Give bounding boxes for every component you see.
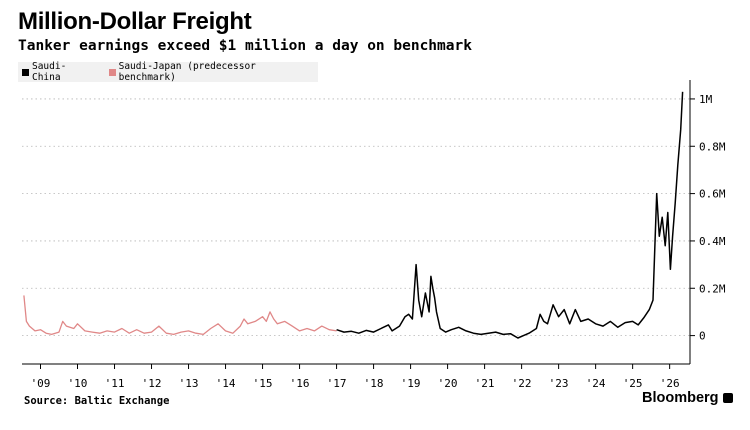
- x-tick-label-14: '23: [549, 377, 569, 390]
- bloomberg-terminal-icon: [722, 393, 733, 403]
- legend-label-saudi-japan: Saudi-Japan (predecessor benchmark): [118, 61, 256, 83]
- legend: Saudi-China Saudi-Japan (predecessor ben…: [18, 61, 318, 83]
- chart-subtitle: Tanker earnings exceed $1 million a day …: [18, 38, 472, 54]
- x-tick-label-10: '19: [401, 377, 421, 390]
- legend-item-saudi-japan: Saudi-Japan (predecessor benchmark): [105, 61, 318, 83]
- x-tick-label-5: '14: [216, 377, 236, 390]
- legend-label-saudi-china: Saudi-China: [31, 61, 67, 83]
- y-tick-label-5: 0: [699, 330, 706, 343]
- x-tick-label-1: '10: [68, 377, 88, 390]
- x-tick-label-2: '11: [105, 377, 125, 390]
- legend-swatch-saudi-china: [22, 68, 29, 76]
- x-tick-label-9: '18: [364, 377, 384, 390]
- legend-item-saudi-china: Saudi-China: [18, 61, 95, 83]
- x-tick-label-16: '25: [623, 377, 643, 390]
- x-tick-label-4: '13: [179, 377, 199, 390]
- source-note: Source: Baltic Exchange: [24, 395, 170, 407]
- x-tick-label-13: '22: [512, 377, 532, 390]
- bloomberg-wordmark: Bloomberg: [642, 390, 719, 406]
- y-tick-label-2: 0.6M: [699, 188, 726, 201]
- x-tick-label-12: '21: [475, 377, 495, 390]
- x-tick-label-17: '26: [660, 377, 680, 390]
- bloomberg-logo: Bloomberg: [642, 390, 733, 406]
- x-tick-label-3: '12: [142, 377, 162, 390]
- x-tick-label-15: '24: [586, 377, 606, 390]
- x-tick-label-11: '20: [438, 377, 458, 390]
- series-line-saudi-china: [336, 91, 684, 339]
- y-tick-label-3: 0.4M: [699, 235, 726, 248]
- y-tick-label-0: 1M: [699, 93, 713, 106]
- y-tick-label-1: 0.8M: [699, 140, 726, 153]
- x-tick-label-6: '15: [253, 377, 273, 390]
- series-line-saudi-japan: [23, 295, 337, 336]
- chart-title: Million-Dollar Freight: [18, 8, 252, 35]
- y-tick-label-4: 0.2M: [699, 282, 726, 295]
- x-tick-label-8: '17: [327, 377, 347, 390]
- x-tick-label-0: '09: [31, 377, 51, 390]
- legend-swatch-saudi-japan: [108, 68, 116, 76]
- x-tick-label-7: '16: [290, 377, 310, 390]
